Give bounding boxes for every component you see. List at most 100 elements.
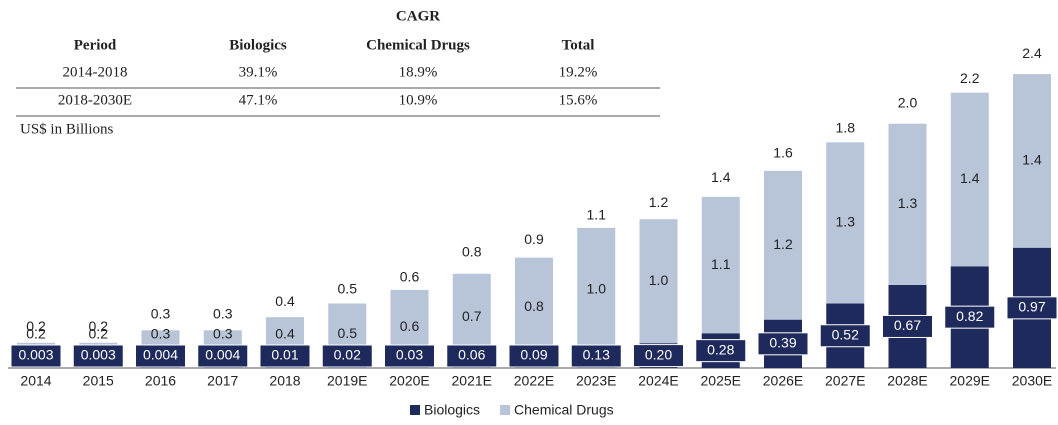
bar-segment bbox=[950, 92, 989, 267]
table-cell: 15.6% bbox=[559, 92, 598, 108]
label-box bbox=[384, 344, 435, 368]
total-label: 0.4 bbox=[275, 293, 295, 309]
data-label: 0.003 bbox=[81, 347, 116, 363]
x-tick-label: 2027E bbox=[825, 373, 865, 389]
label-box bbox=[757, 332, 809, 356]
label-box bbox=[695, 339, 747, 363]
table-cell: 39.1% bbox=[239, 64, 278, 80]
table-cell: 18.9% bbox=[399, 64, 438, 80]
x-tick-label: 2020E bbox=[389, 373, 429, 389]
data-label: 1.2 bbox=[773, 236, 793, 252]
label-box bbox=[197, 344, 249, 368]
x-tick-label: 2014 bbox=[20, 373, 51, 389]
bar-segment bbox=[826, 142, 865, 304]
data-label: 0.3 bbox=[213, 326, 233, 342]
unit-note: US$ in Billions bbox=[20, 121, 114, 137]
data-label: 1.0 bbox=[587, 281, 607, 297]
table-header: Total bbox=[562, 37, 595, 53]
data-label: 0.03 bbox=[396, 347, 423, 363]
total-label: 0.3 bbox=[213, 306, 233, 322]
total-label: 1.8 bbox=[836, 120, 856, 136]
data-label: 0.4 bbox=[275, 326, 295, 342]
table-header: Biologics bbox=[229, 37, 287, 53]
data-label: 1.0 bbox=[649, 272, 669, 288]
legend-label: Biologics bbox=[424, 402, 480, 418]
label-box bbox=[1006, 296, 1058, 320]
label-box bbox=[321, 344, 373, 368]
label-box bbox=[944, 305, 996, 329]
x-tick-label: 2016 bbox=[145, 373, 176, 389]
table-cell: 2018-2030E bbox=[58, 92, 132, 108]
total-label: 1.4 bbox=[711, 169, 731, 185]
data-label: 0.5 bbox=[338, 325, 358, 341]
x-tick-label: 2015 bbox=[83, 373, 114, 389]
bar-segment bbox=[577, 227, 616, 352]
data-label: 0.06 bbox=[458, 347, 485, 363]
data-label: 0.20 bbox=[645, 346, 672, 362]
x-tick-label: 2017 bbox=[207, 373, 238, 389]
total-label: 0.5 bbox=[338, 281, 358, 297]
total-label: 0.2 bbox=[26, 318, 46, 334]
bar-segment bbox=[888, 123, 927, 285]
table-cell: 47.1% bbox=[239, 92, 278, 108]
bar-segment bbox=[1013, 74, 1051, 248]
data-label: 0.003 bbox=[18, 347, 53, 363]
x-tick-label: 2021E bbox=[452, 373, 492, 389]
data-label: 0.09 bbox=[520, 347, 547, 363]
data-label: 1.4 bbox=[960, 170, 980, 186]
bar-segment bbox=[639, 219, 678, 344]
bar-segment bbox=[515, 257, 553, 357]
data-label: 0.004 bbox=[143, 347, 178, 363]
label-box bbox=[882, 314, 933, 338]
x-tick-label: 2028E bbox=[887, 373, 927, 389]
total-label: 0.2 bbox=[89, 318, 109, 334]
label-box bbox=[135, 344, 186, 368]
data-label: 0.28 bbox=[707, 341, 734, 357]
data-label: 0.2 bbox=[26, 326, 46, 342]
total-label: 0.6 bbox=[400, 268, 420, 284]
label-box bbox=[570, 344, 622, 368]
bar-segment bbox=[701, 196, 740, 334]
data-label: 0.52 bbox=[832, 326, 859, 342]
legend-swatch bbox=[500, 405, 511, 415]
legend-label: Chemical Drugs bbox=[514, 402, 614, 418]
data-label: 0.7 bbox=[462, 308, 482, 324]
x-tick-label: 2025E bbox=[701, 373, 741, 389]
x-tick-label: 2024E bbox=[638, 373, 678, 389]
bar-segment bbox=[764, 170, 802, 320]
total-label: 1.1 bbox=[587, 206, 607, 222]
x-tick-label: 2019E bbox=[327, 373, 367, 389]
label-box bbox=[72, 344, 124, 368]
label-box bbox=[10, 344, 62, 368]
table-group-header: CAGR bbox=[396, 8, 440, 24]
data-label: 0.67 bbox=[894, 317, 921, 333]
table-header: Chemical Drugs bbox=[366, 37, 470, 53]
total-label: 1.2 bbox=[649, 194, 669, 210]
data-label: 0.004 bbox=[205, 347, 240, 363]
total-label: 0.9 bbox=[524, 231, 544, 247]
data-label: 0.6 bbox=[400, 318, 420, 334]
data-label: 1.1 bbox=[711, 256, 731, 272]
data-label: 0.8 bbox=[524, 298, 544, 314]
total-label: 1.6 bbox=[773, 144, 793, 160]
label-box bbox=[259, 344, 311, 368]
total-label: 2.2 bbox=[960, 70, 980, 86]
x-tick-label: 2022E bbox=[514, 373, 554, 389]
x-tick-label: 2030E bbox=[1012, 373, 1052, 389]
data-label: 1.3 bbox=[836, 214, 856, 230]
data-label: 1.3 bbox=[898, 195, 918, 211]
label-box bbox=[819, 324, 871, 348]
total-label: 0.3 bbox=[151, 306, 171, 322]
data-label: 0.13 bbox=[583, 347, 610, 363]
total-label: 2.0 bbox=[898, 95, 918, 111]
table-cell: 19.2% bbox=[559, 64, 598, 80]
x-tick-label: 2029E bbox=[950, 373, 990, 389]
label-box bbox=[446, 344, 498, 368]
data-label: 0.39 bbox=[769, 335, 796, 351]
total-label: 2.4 bbox=[1022, 45, 1042, 61]
table-cell: 2014-2018 bbox=[63, 64, 128, 80]
label-box bbox=[508, 344, 560, 368]
x-tick-label: 2026E bbox=[763, 373, 803, 389]
table-cell: 10.9% bbox=[399, 92, 438, 108]
